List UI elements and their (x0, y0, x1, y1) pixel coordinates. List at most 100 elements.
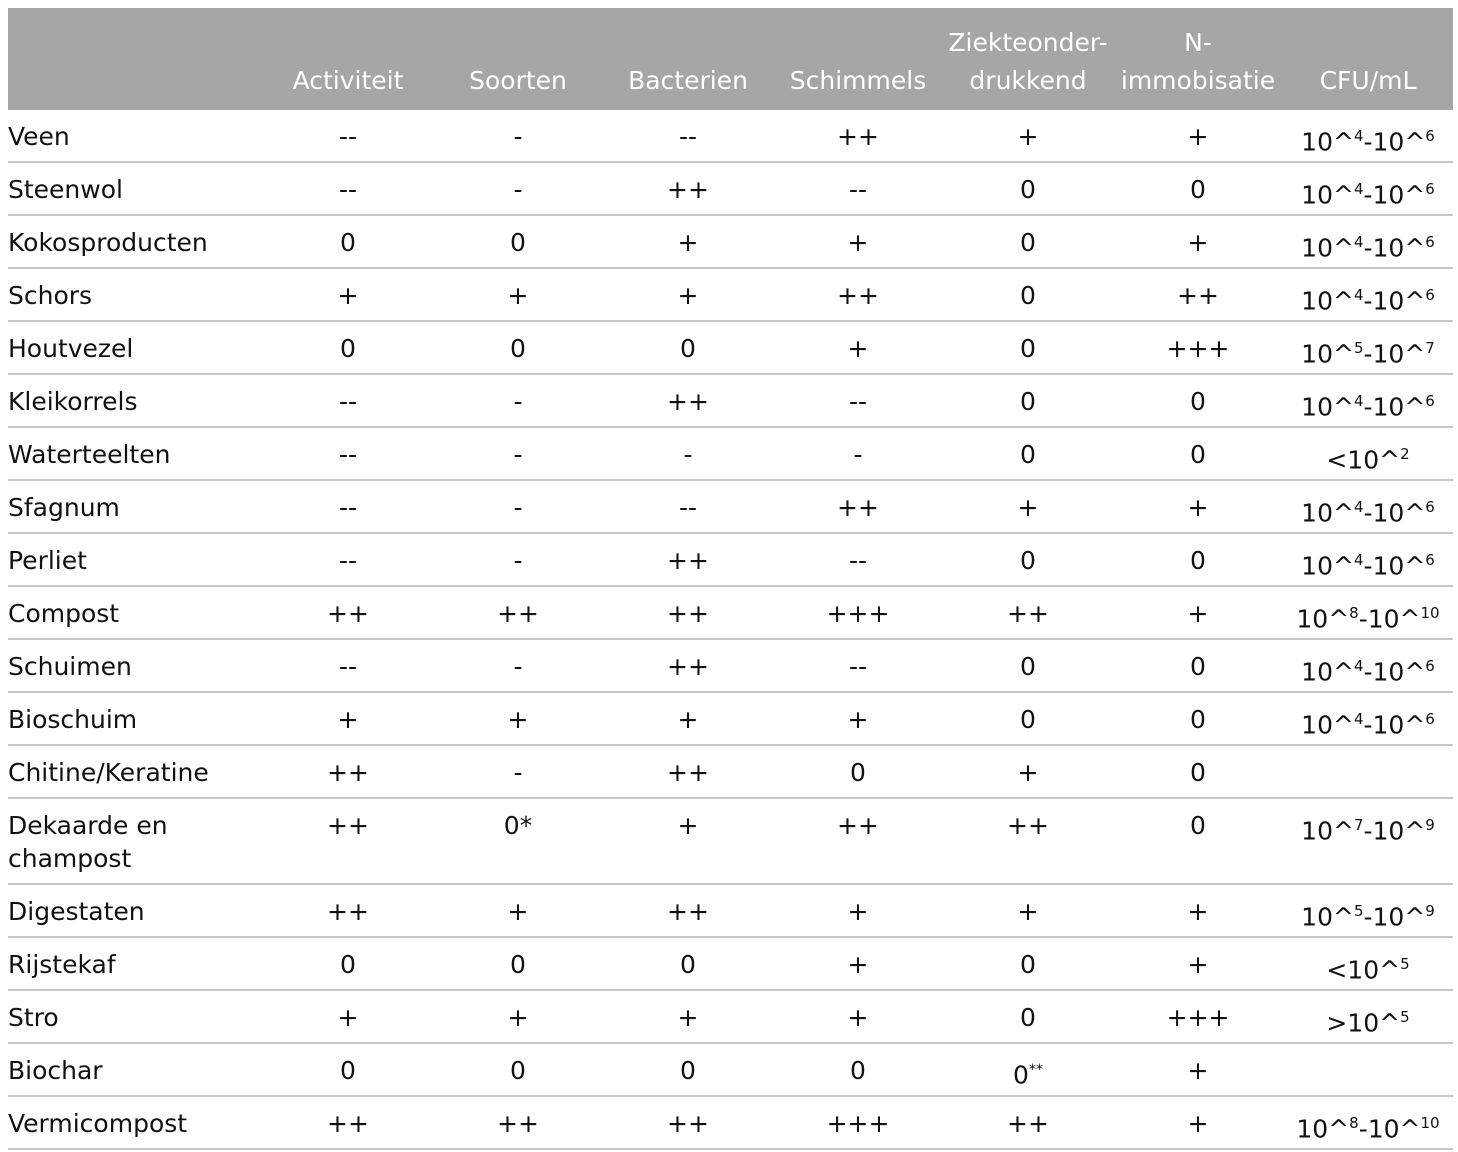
cell-n-immobisatie: + (1113, 1043, 1283, 1097)
cell-cfu: 10^4-10^6 (1283, 533, 1453, 587)
table-row: Bioschuim + + + +0 0 10^4-10^6 (8, 692, 1453, 746)
cell-soorten: 0 (433, 937, 603, 991)
cell-n-immobisatie: + (1113, 215, 1283, 269)
table-header: Activiteit Soorten Bacterien Schimmels Z… (8, 8, 1453, 110)
table-body: Veen -- - -- ++ + +10^4-10^6 Steenwol -- - ++ -- 0 0 1… (8, 110, 1453, 1150)
cell-schimmels: + (773, 990, 943, 1044)
cell-cfu: <10^2 (1283, 427, 1453, 481)
cell-soorten: + (433, 884, 603, 938)
cell-substrate-name: Bioschuim (8, 692, 263, 746)
cell-ziekteonderdrukkend: 0 (943, 321, 1113, 375)
cell-n-immobisatie: ++ (1113, 268, 1283, 322)
cell-soorten: + (433, 692, 603, 746)
table-row: Houtvezel 0 0 0 +0 +++ 10^5-10^7 (8, 321, 1453, 375)
header-n-immobisatie: N- immobisatie (1113, 8, 1283, 110)
cell-cfu (1283, 1043, 1453, 1097)
cell-cfu: 10^7-10^9 (1283, 798, 1453, 885)
cell-bacterien: ++ (603, 533, 773, 587)
header-schimmels: Schimmels (773, 8, 943, 110)
table-row: Digestaten ++ + ++ + + +10^5-10^9 (8, 884, 1453, 938)
header-line: Soorten (469, 66, 567, 95)
cell-cfu: 10^4-10^6 (1283, 268, 1453, 322)
cell-soorten: - (433, 162, 603, 216)
cell-substrate-name: Dekaarde en champost (8, 798, 263, 885)
cell-ziekteonderdrukkend: 0 (943, 990, 1113, 1044)
cell-soorten: - (433, 374, 603, 428)
cell-substrate-name: Compost (8, 586, 263, 640)
cell-bacterien: ++ (603, 745, 773, 799)
cell-activiteit: -- (263, 639, 433, 693)
cell-activiteit: -- (263, 427, 433, 481)
table-row: Perliet -- - ++ -- 0 0 10^4-10^6 (8, 533, 1453, 587)
cell-substrate-name: Veen (8, 110, 263, 163)
cell-ziekteonderdrukkend: 0 (943, 533, 1113, 587)
cell-n-immobisatie: 0 (1113, 374, 1283, 428)
cell-substrate-name: Steenwol (8, 162, 263, 216)
cell-activiteit: ++ (263, 798, 433, 885)
cell-substrate-name: Vermicompost (8, 1096, 263, 1150)
cell-n-immobisatie: +++ (1113, 321, 1283, 375)
cell-activiteit: + (263, 268, 433, 322)
cell-activiteit: 0 (263, 937, 433, 991)
cell-n-immobisatie: + (1113, 586, 1283, 640)
header-line: Bacterien (628, 66, 748, 95)
cell-activiteit: ++ (263, 884, 433, 938)
cell-activiteit: ++ (263, 586, 433, 640)
cell-bacterien: 0 (603, 321, 773, 375)
cell-soorten: 0* (433, 798, 603, 885)
table-row: Kokosproducten 0 0 + +0 +10^4-10^6 (8, 215, 1453, 269)
cell-ziekteonderdrukkend: 0 (943, 374, 1113, 428)
cell-substrate-name: Schuimen (8, 639, 263, 693)
cell-bacterien: + (603, 215, 773, 269)
cell-soorten: - (433, 745, 603, 799)
cell-activiteit: -- (263, 110, 433, 163)
cell-cfu: 10^4-10^6 (1283, 639, 1453, 693)
table-row: Schuimen -- - ++ -- 0 0 10^4-10^6 (8, 639, 1453, 693)
cell-schimmels: +++ (773, 586, 943, 640)
table-row: Schors + + + ++ 0 ++ 10^4-10^6 (8, 268, 1453, 322)
cell-n-immobisatie: + (1113, 884, 1283, 938)
cell-schimmels: -- (773, 374, 943, 428)
cell-bacterien: + (603, 692, 773, 746)
cell-schimmels: + (773, 884, 943, 938)
cell-cfu: 10^5-10^7 (1283, 321, 1453, 375)
cell-n-immobisatie: 0 (1113, 798, 1283, 885)
header-bacterien: Bacterien (603, 8, 773, 110)
header-line: CFU/mL (1319, 66, 1417, 95)
table-row: Rijstekaf 0 0 0 +0 + <10^5 (8, 937, 1453, 991)
table-row: Veen -- - -- ++ + +10^4-10^6 (8, 110, 1453, 163)
cell-activiteit: -- (263, 480, 433, 534)
cell-schimmels: ++ (773, 110, 943, 163)
cell-activiteit: 0 (263, 215, 433, 269)
cell-cfu: 10^5-10^9 (1283, 884, 1453, 938)
cell-n-immobisatie: 0 (1113, 162, 1283, 216)
cell-cfu (1283, 745, 1453, 799)
cell-bacterien: -- (603, 110, 773, 163)
cell-ziekteonderdrukkend: 0 (943, 162, 1113, 216)
cell-ziekteonderdrukkend: + (943, 480, 1113, 534)
cell-n-immobisatie: 0 (1113, 533, 1283, 587)
substrate-comparison-table: Activiteit Soorten Bacterien Schimmels Z… (8, 8, 1453, 1150)
cell-substrate-name: Stro (8, 990, 263, 1044)
cell-soorten: - (433, 480, 603, 534)
cell-cfu: <10^5 (1283, 937, 1453, 991)
cell-schimmels: ++ (773, 268, 943, 322)
cell-substrate-name: Chitine/Keratine (8, 745, 263, 799)
cell-bacterien: + (603, 990, 773, 1044)
header-row: Activiteit Soorten Bacterien Schimmels Z… (8, 8, 1453, 110)
cell-soorten: ++ (433, 1096, 603, 1150)
cell-cfu: 10^8-10^10 (1283, 586, 1453, 640)
header-line: immobisatie (1120, 66, 1276, 95)
cell-schimmels: + (773, 937, 943, 991)
table-row: Stro + + + +0 +++ >10^5 (8, 990, 1453, 1044)
table-row: Steenwol -- - ++ -- 0 0 10^4-10^6 (8, 162, 1453, 216)
cell-bacterien: ++ (603, 639, 773, 693)
cell-schimmels: 0 (773, 745, 943, 799)
cell-schimmels: -- (773, 162, 943, 216)
cell-n-immobisatie: + (1113, 480, 1283, 534)
cell-cfu: 10^4-10^6 (1283, 374, 1453, 428)
cell-substrate-name: Waterteelten (8, 427, 263, 481)
cell-cfu: 10^4-10^6 (1283, 215, 1453, 269)
cell-soorten: - (433, 533, 603, 587)
header-activiteit: Activiteit (263, 8, 433, 110)
